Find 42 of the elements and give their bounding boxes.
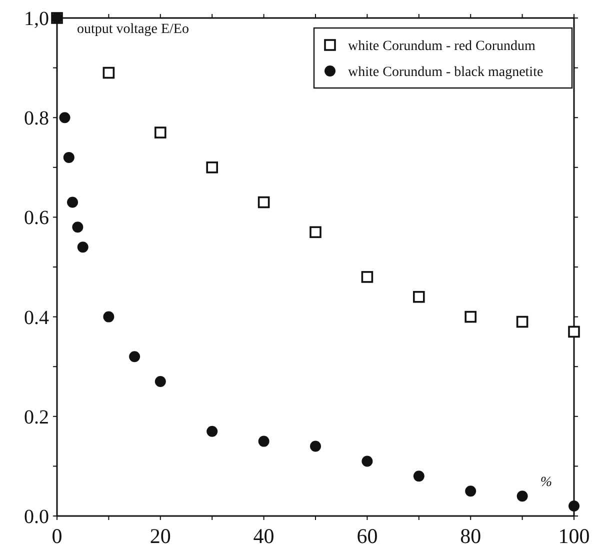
point <box>568 500 580 512</box>
point <box>516 316 528 328</box>
y-tick-label: 0.6 <box>24 207 49 230</box>
point <box>102 66 115 79</box>
y-tick-label: 1,0 <box>24 8 49 30</box>
y-tick-label: 0.8 <box>24 108 49 130</box>
point <box>67 196 78 208</box>
point <box>103 311 114 322</box>
point <box>154 126 166 138</box>
x-tick-label: 100 <box>558 524 590 548</box>
x-tick-label: 20 <box>150 524 171 548</box>
y-axis-title: output voltage E/Eo <box>77 22 189 37</box>
point <box>310 440 321 452</box>
point <box>77 242 88 253</box>
point <box>568 326 580 338</box>
legend-label: white Corundum - black magnetite <box>348 65 544 80</box>
point <box>59 112 70 124</box>
point <box>154 376 166 388</box>
point <box>413 290 425 303</box>
y-tick-label: 0.2 <box>24 406 49 428</box>
point <box>310 226 322 238</box>
point <box>129 351 140 362</box>
point <box>361 271 374 283</box>
point <box>465 486 476 497</box>
legend-label: white Corundum - red Corundum <box>348 39 536 54</box>
x-tick-label: 0 <box>52 524 62 548</box>
x-tick-label: 80 <box>460 524 482 548</box>
y-tick-label: 0.4 <box>24 306 49 329</box>
point <box>413 470 424 482</box>
point <box>206 162 218 174</box>
point <box>258 436 270 447</box>
point <box>516 490 528 502</box>
point <box>206 426 218 437</box>
point <box>72 222 84 233</box>
point <box>464 310 476 323</box>
point <box>63 152 74 163</box>
x-axis-title: % <box>540 475 552 490</box>
point <box>362 456 373 467</box>
x-tick-label: 40 <box>253 524 274 548</box>
y-tick-label: 0.0 <box>24 506 49 528</box>
point <box>258 196 270 208</box>
x-tick-label: 60 <box>356 524 378 548</box>
